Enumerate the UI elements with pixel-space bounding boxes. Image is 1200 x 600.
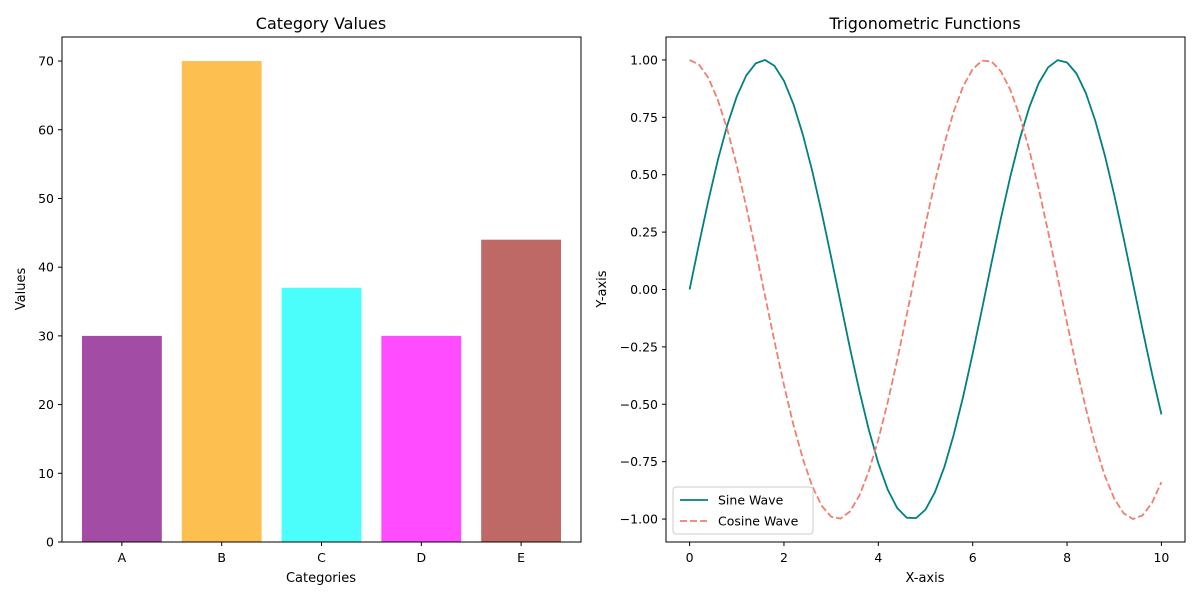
line-chart-plot-area: 0 2 4 6 8 10 −1.00 −0.75 −0.50 −0.25 0.00 0.25 0.50 0…	[620, 36, 1186, 565]
y-tick-label: −0.50	[620, 397, 658, 412]
line-chart-title: Trigonometric Functions	[828, 14, 1020, 33]
x-tick-label: E	[517, 550, 525, 565]
y-tick-label: −1.00	[620, 512, 658, 527]
x-tick-label: 4	[874, 550, 882, 565]
y-tick-label: 0.75	[630, 110, 658, 125]
bar-chart-x-axis-label: Categories	[286, 571, 356, 586]
bar-A	[81, 335, 162, 542]
x-tick-label: D	[416, 550, 426, 565]
y-tick-label: 1.00	[630, 52, 658, 67]
y-tick-label: 0.00	[630, 282, 658, 297]
x-tick-label: 8	[1063, 550, 1071, 565]
line-chart: Trigonometric Functions 0 2 4 6 8 10 −1.00 −0.7…	[595, 14, 1186, 586]
legend: Sine Wave Cosine Wave	[672, 486, 814, 535]
bar-C	[281, 287, 362, 542]
bar-chart-y-axis-label: Values	[14, 268, 29, 311]
y-tick-label: −0.25	[620, 339, 658, 354]
y-tick-label: 70	[38, 54, 54, 69]
x-tick-label: 6	[969, 550, 977, 565]
y-tick-label: 20	[38, 397, 54, 412]
y-tick-label: 0	[46, 535, 54, 550]
bar-E	[481, 239, 562, 542]
bar-chart: Category Values A B C D E 0 10 20 30 40 50 60 70 Cat…	[14, 14, 582, 586]
bar-D	[381, 335, 462, 542]
y-tick-label: 40	[38, 260, 54, 275]
y-tick-label: 10	[38, 466, 54, 481]
y-tick-label: −0.75	[620, 454, 658, 469]
y-tick-label: 50	[38, 191, 54, 206]
line-chart-frame	[665, 36, 1186, 543]
y-tick-label: 0.50	[630, 167, 658, 182]
legend-sine-label: Sine Wave	[718, 493, 784, 508]
legend-box	[672, 486, 814, 535]
bar-B	[181, 61, 262, 543]
legend-cosine-label: Cosine Wave	[718, 514, 799, 529]
x-tick-label: 2	[780, 550, 788, 565]
y-tick-label: 60	[38, 122, 54, 137]
y-tick-label: 30	[38, 328, 54, 343]
x-tick-label: 0	[686, 550, 694, 565]
line-chart-y-axis-label: Y-axis	[595, 270, 610, 308]
x-tick-label: 10	[1153, 550, 1169, 565]
bar-chart-title: Category Values	[256, 14, 386, 33]
x-tick-label: A	[118, 550, 127, 565]
sine-wave-line	[688, 59, 1163, 520]
x-tick-label: B	[217, 550, 226, 565]
y-tick-label: 0.25	[630, 225, 658, 240]
cosine-wave-line	[689, 59, 1163, 520]
line-chart-x-axis-label: X-axis	[906, 571, 945, 586]
bar-chart-plot-area: A B C D E 0 10 20 30 40 50 60 70	[38, 36, 582, 565]
x-tick-label: C	[317, 550, 326, 565]
